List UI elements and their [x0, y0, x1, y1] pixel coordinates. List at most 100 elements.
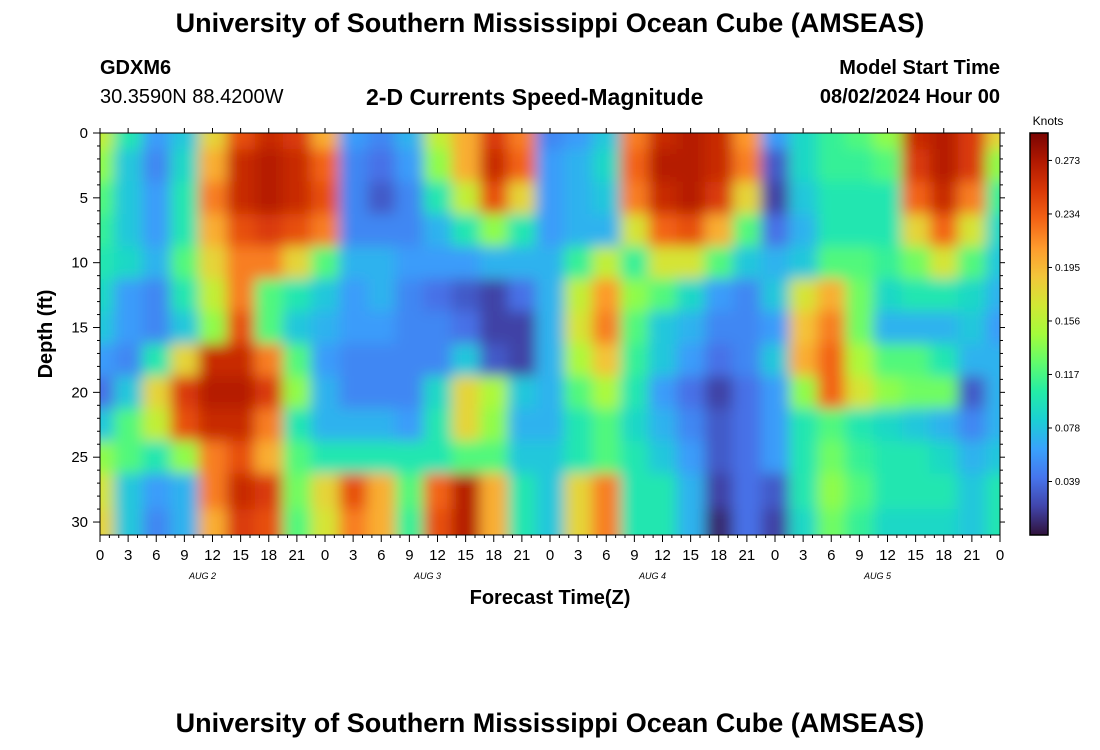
heatmap-cell: [817, 149, 846, 183]
heatmap-cell: [226, 408, 256, 442]
heatmap-cell: [198, 149, 228, 183]
heatmap-cell: [507, 246, 537, 280]
heatmap-cell: [676, 246, 706, 280]
heatmap-cell: [282, 214, 312, 248]
heatmap-cell: [198, 473, 228, 510]
heatmap-cell: [901, 278, 931, 312]
heatmap-cell: [929, 440, 959, 475]
heatmap-cell: [957, 440, 987, 475]
heatmap-cell: [198, 311, 228, 345]
heatmap-cell: [423, 343, 453, 377]
heatmap-cell: [901, 181, 931, 215]
heatmap-cell: [282, 246, 312, 280]
heatmap-cell: [507, 133, 537, 150]
heatmap-cell: [367, 149, 396, 183]
heatmap-cell: [535, 473, 565, 510]
station-coordinates: 30.3590N 88.4200W: [100, 86, 284, 108]
heatmap-cell: [423, 509, 453, 535]
heatmap-cell: [957, 408, 987, 442]
heatmap-cell: [100, 509, 115, 535]
heatmap-cell: [339, 473, 368, 510]
heatmap-cell: [100, 181, 115, 215]
heatmap-cell: [114, 440, 143, 475]
heatmap-cell: [395, 376, 425, 410]
heatmap-cell: [817, 133, 846, 150]
heatmap-cell: [479, 311, 509, 345]
heatmap-cell: [310, 473, 340, 510]
heatmap-cell: [789, 133, 818, 150]
heatmap-cell: [704, 509, 734, 535]
heatmap-cell: [789, 181, 818, 215]
heatmap-cell: [310, 440, 340, 475]
heatmap-cell: [929, 278, 959, 312]
heatmap-cell: [789, 246, 818, 280]
heatmap-cell: [198, 133, 228, 150]
heatmap-cell: [367, 133, 396, 150]
heatmap-cell: [367, 440, 396, 475]
heatmap-cell: [845, 181, 875, 215]
x-tick-label: 6: [152, 547, 160, 564]
x-tick-label: 3: [574, 547, 582, 564]
y-tick-label: 15: [71, 320, 88, 337]
heatmap-cell: [170, 311, 200, 345]
heatmap-cell: [142, 181, 171, 215]
heatmap-cell: [395, 408, 425, 442]
heatmap-cell: [620, 343, 650, 377]
heatmap-cell: [676, 181, 706, 215]
heatmap-cell: [451, 343, 481, 377]
heatmap-cell: [282, 440, 312, 475]
heatmap-cell: [226, 133, 256, 150]
heatmap-cell: [929, 214, 959, 248]
heatmap-cell: [873, 343, 903, 377]
heatmap-cell: [254, 181, 284, 215]
heatmap-cell: [789, 278, 818, 312]
heatmap-cell: [592, 376, 621, 410]
heatmap-cell: [901, 133, 931, 150]
heatmap-cell: [789, 473, 818, 510]
heatmap-cell: [367, 181, 396, 215]
heatmap-cell: [170, 473, 200, 510]
heatmap-cell: [367, 246, 396, 280]
heatmap-cell: [114, 509, 143, 535]
date-label: AUG 2: [188, 571, 216, 581]
heatmap-cell: [676, 214, 706, 248]
heatmap-cell: [845, 343, 875, 377]
heatmap-cell: [282, 376, 312, 410]
heatmap-cell: [198, 408, 228, 442]
heatmap-cell: [367, 214, 396, 248]
model-start-value: 08/02/2024 Hour 00: [819, 86, 1000, 108]
heatmap-cell: [873, 376, 903, 410]
heatmap-cell: [170, 343, 200, 377]
heatmap-cell: [395, 509, 425, 535]
heatmap-cell: [310, 181, 340, 215]
heatmap-cell: [873, 278, 903, 312]
heatmap-cell: [676, 509, 706, 535]
x-tick-label: 21: [739, 547, 756, 564]
heatmap-cell: [339, 408, 368, 442]
heatmap-cell: [479, 181, 509, 215]
heatmap-cell: [100, 214, 115, 248]
x-tick-label: 15: [232, 547, 249, 564]
heatmap-cell: [564, 376, 593, 410]
heatmap-cell: [873, 181, 903, 215]
heatmap-cell: [985, 343, 1000, 377]
x-tick-label: 0: [546, 547, 554, 564]
heatmap-cell: [170, 133, 200, 150]
heatmap-cell: [704, 311, 734, 345]
heatmap-cell: [845, 214, 875, 248]
heatmap-cell: [254, 408, 284, 442]
x-tick-label: 15: [457, 547, 474, 564]
heatmap-cell: [564, 133, 593, 150]
heatmap-cell: [760, 133, 790, 150]
heatmap-cell: [817, 278, 846, 312]
heatmap-cell: [423, 376, 453, 410]
heatmap-cell: [676, 149, 706, 183]
heatmap-cell: [226, 376, 256, 410]
heatmap-cell: [114, 473, 143, 510]
heatmap-cell: [479, 376, 509, 410]
heatmap-cell: [957, 181, 987, 215]
heatmap-cell: [901, 343, 931, 377]
x-tick-label: 18: [935, 547, 952, 564]
heatmap-cell: [592, 473, 621, 510]
heatmap-cell: [310, 133, 340, 150]
